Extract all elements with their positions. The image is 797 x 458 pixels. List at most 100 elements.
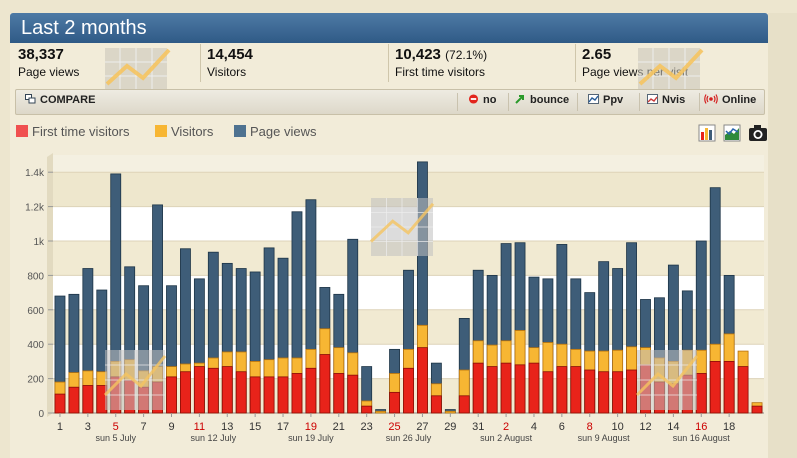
area-chart-icon[interactable] — [723, 124, 741, 142]
x-tick-label: 9 — [168, 421, 174, 433]
bar-first-time-visitors — [417, 347, 428, 414]
bar-first-time-visitors — [193, 366, 205, 414]
bar-first-time-visitors — [430, 395, 442, 414]
bar-first-time-visitors — [291, 373, 303, 414]
legend-swatch — [155, 125, 167, 137]
toolbar-divider — [699, 93, 700, 111]
ppv-chart-icon — [588, 94, 599, 104]
bar-chart-icon[interactable] — [698, 124, 716, 142]
compare-no-button[interactable]: no — [468, 94, 496, 106]
bar-first-time-visitors — [612, 371, 624, 414]
bar-first-time-visitors — [486, 366, 498, 414]
bar-first-time-visitors — [263, 376, 275, 414]
bar-first-time-visitors — [598, 371, 610, 414]
bar-first-time-visitors — [584, 369, 596, 414]
week-label: sun 12 July — [191, 433, 237, 443]
x-tick-label: 23 — [361, 421, 373, 433]
y-tick-label: 1.4k — [25, 168, 45, 179]
bar-first-time-visitors — [180, 371, 191, 414]
legend-swatch — [16, 125, 28, 137]
overlay-trend-line — [635, 355, 699, 397]
page-title: Last 2 months — [21, 17, 147, 39]
week-label: sun 16 August — [673, 433, 731, 443]
compare-windows-icon — [25, 94, 36, 104]
bar-first-time-visitors — [458, 395, 470, 414]
legend-label: Visitors — [171, 124, 214, 139]
x-tick-label: 13 — [221, 421, 233, 433]
bar-visitors — [444, 410, 456, 414]
y-tick-label: 0 — [38, 409, 44, 420]
x-tick-label: 12 — [639, 421, 651, 433]
right-gutter — [768, 13, 797, 458]
stat-divider — [200, 44, 201, 82]
bar-first-time-visitors — [82, 385, 94, 414]
week-label: sun 26 July — [386, 433, 432, 443]
bar-first-time-visitors — [500, 362, 512, 414]
bar-first-time-visitors — [166, 376, 177, 414]
stat-label: Page views — [18, 65, 80, 79]
x-tick-label: 6 — [559, 421, 565, 433]
bar-first-time-visitors — [570, 366, 582, 414]
compare-bounce-button[interactable]: bounce — [515, 94, 569, 106]
bounce-arrow-icon — [515, 95, 524, 104]
bar-first-time-visitors — [723, 360, 735, 414]
x-tick-label: 25 — [388, 421, 400, 433]
stat-divider — [575, 44, 576, 82]
legend-swatch — [234, 125, 246, 137]
bar-first-time-visitors — [249, 376, 261, 414]
x-tick-label: 27 — [416, 421, 428, 433]
toolbar-divider — [577, 93, 578, 111]
camera-icon[interactable] — [748, 124, 768, 142]
bar-first-time-visitors — [472, 362, 484, 414]
x-tick-label: 4 — [531, 421, 537, 433]
no-entry-icon — [468, 94, 479, 104]
legend-item-first-time-visitors[interactable]: First time visitors — [16, 124, 130, 139]
legend-item-page-views[interactable]: Page views — [234, 124, 316, 139]
bar-first-time-visitors — [207, 367, 219, 414]
stat-label: Visitors — [207, 65, 247, 79]
stat-value: 14,454 — [207, 46, 253, 63]
compare-online-button[interactable]: Online — [704, 94, 756, 106]
toolbar-divider — [457, 93, 458, 111]
bar-first-time-visitors — [347, 374, 359, 414]
bar-first-time-visitors — [221, 366, 233, 414]
bar-first-time-visitors — [626, 369, 637, 414]
legend-item-visitors[interactable]: Visitors — [155, 124, 213, 139]
bar-first-time-visitors — [319, 354, 331, 414]
x-tick-label: 19 — [305, 421, 317, 433]
week-label: sun 5 July — [95, 433, 136, 443]
x-tick-label: 10 — [611, 421, 623, 433]
bar-first-time-visitors — [277, 376, 289, 414]
x-tick-label: 14 — [667, 421, 679, 433]
bar-first-time-visitors — [695, 373, 707, 414]
compare-button-label: Ppv — [603, 94, 624, 106]
compare-label: COMPARE — [40, 94, 96, 106]
compare-toolbar: COMPARE no bounce Ppv Nvis Online — [15, 89, 765, 115]
compare-button[interactable]: COMPARE — [25, 94, 95, 106]
stat-page-views: 38,337 Page views — [18, 44, 198, 84]
bar-first-time-visitors — [528, 362, 540, 414]
x-tick-label: 15 — [249, 421, 261, 433]
bar-first-time-visitors — [305, 367, 317, 414]
stat-divider — [388, 44, 389, 82]
x-tick-label: 7 — [141, 421, 147, 433]
compare-button-label: no — [483, 94, 497, 106]
bar-first-time-visitors — [361, 405, 373, 414]
x-tick-label: 17 — [277, 421, 289, 433]
bar-first-time-visitors — [542, 371, 554, 414]
week-label: sun 9 August — [578, 433, 631, 443]
bar-visitors — [375, 410, 387, 414]
bar-first-time-visitors — [54, 393, 66, 414]
compare-ppv-button[interactable]: Ppv — [588, 94, 623, 106]
overlay-trend-line — [103, 355, 167, 397]
y-tick-label: 200 — [27, 375, 44, 386]
x-tick-label: 29 — [444, 421, 456, 433]
x-tick-label: 8 — [587, 421, 593, 433]
legend-label: First time visitors — [32, 124, 130, 139]
y-tick-label: 600 — [27, 306, 44, 317]
x-tick-label: 11 — [194, 421, 205, 433]
y-tick-label: 800 — [27, 271, 44, 282]
compare-nvis-button[interactable]: Nvis — [647, 94, 685, 106]
toolbar-divider — [508, 93, 509, 111]
